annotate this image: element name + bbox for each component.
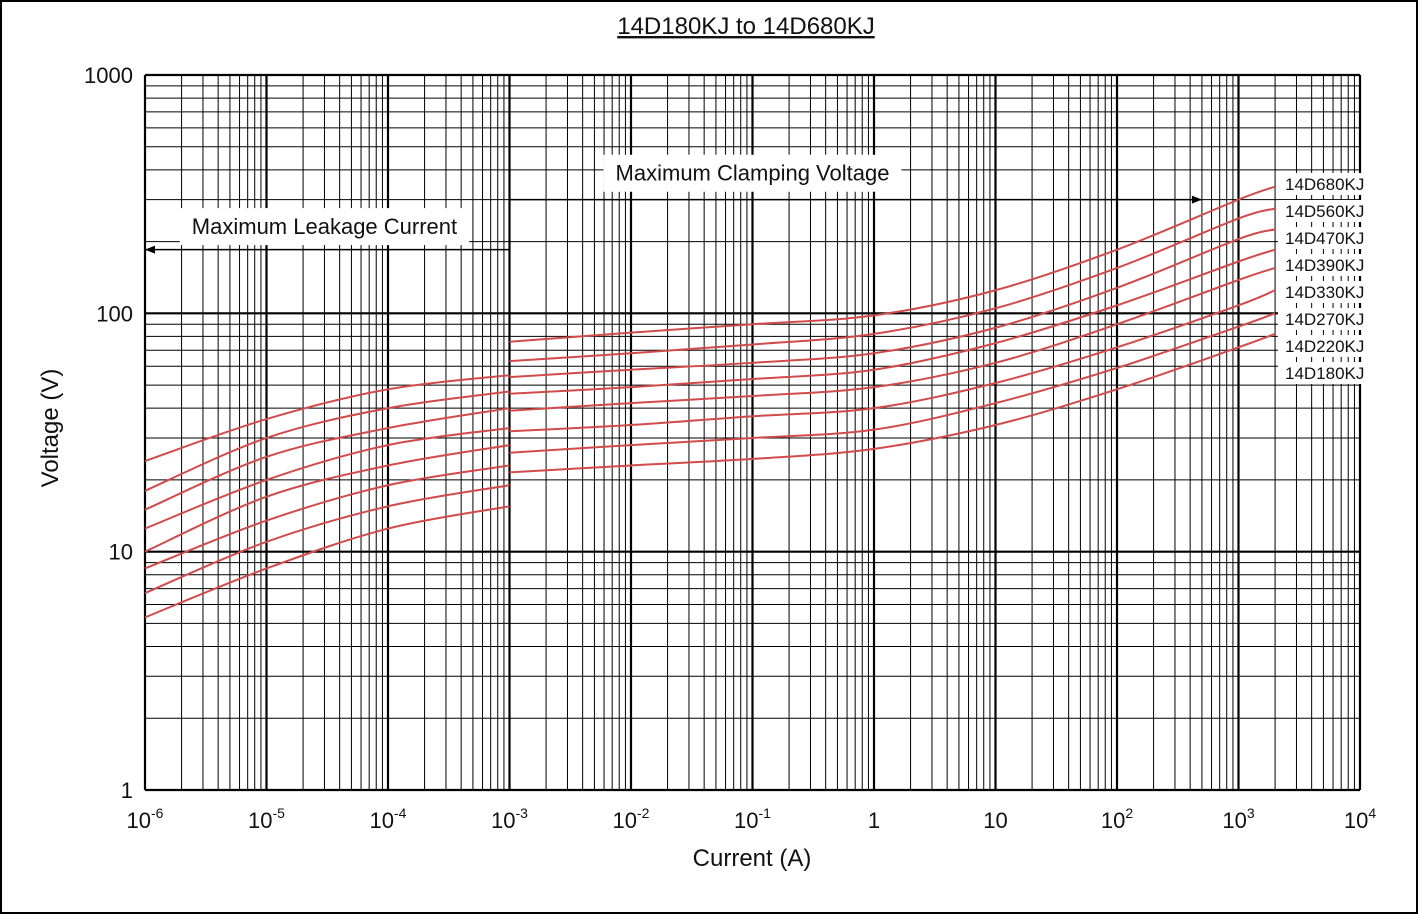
x-tick-label: 104 bbox=[1344, 805, 1376, 833]
y-tick-label: 100 bbox=[96, 301, 133, 326]
annotation-arrow-head bbox=[145, 245, 155, 254]
series-line-14d270kj-clamping bbox=[509, 289, 1276, 433]
series-label-background bbox=[1278, 335, 1384, 357]
x-tick-label: 10-2 bbox=[613, 805, 650, 833]
grid bbox=[143, 73, 1362, 792]
series-label-14d330kj: 14D330KJ bbox=[1285, 283, 1364, 302]
annotation-text: Maximum Clamping Voltage bbox=[616, 161, 890, 186]
series-label-14d680kj: 14D680KJ bbox=[1285, 175, 1364, 194]
series-line-14d680kj-clamping bbox=[509, 185, 1276, 343]
series-line-14d330kj-leakage bbox=[144, 444, 510, 553]
series-label-background bbox=[1278, 362, 1384, 384]
series-label-background bbox=[1278, 281, 1384, 303]
series-line-14d220kj-leakage bbox=[144, 484, 510, 595]
series-line-14d270kj-leakage bbox=[144, 464, 510, 570]
y-tick-label: 1000 bbox=[84, 63, 133, 88]
series-line-14d180kj-leakage bbox=[144, 505, 510, 619]
y-axis-label: Voltage (V) bbox=[37, 369, 64, 488]
series-label-14d470kj: 14D470KJ bbox=[1285, 229, 1364, 248]
x-tick-label: 10-3 bbox=[491, 805, 528, 833]
annotation-text: Maximum Leakage Current bbox=[192, 214, 457, 239]
series-line-14d560kj-clamping bbox=[509, 207, 1276, 363]
series-label-14d180kj: 14D180KJ bbox=[1285, 364, 1364, 383]
series-label-background bbox=[1278, 254, 1384, 276]
chart-title: 14D180KJ to 14D680KJ bbox=[617, 13, 875, 40]
series-line-14d680kj-leakage bbox=[144, 374, 510, 462]
annotations: Maximum Clamping Voltage Maximum Leakage … bbox=[145, 154, 1202, 254]
series-label-background bbox=[1278, 200, 1384, 222]
series-label-14d390kj: 14D390KJ bbox=[1285, 256, 1364, 275]
x-tick-label: 10-1 bbox=[734, 805, 771, 833]
x-tick-labels: 10-6 10-5 10-4 10-3 10-2 10-1 1 10 102 103 104 bbox=[127, 805, 1377, 833]
x-tick-label: 1 bbox=[868, 808, 880, 833]
y-tick-label: 1 bbox=[121, 778, 133, 803]
x-tick-label: 10-4 bbox=[370, 805, 407, 833]
series-line-14d470kj-leakage bbox=[144, 407, 510, 511]
annotation-arrow-head bbox=[1191, 195, 1202, 204]
series-line-14d470kj-clamping bbox=[509, 228, 1276, 379]
y-tick-label: 10 bbox=[109, 540, 133, 565]
series-line-14d390kj-leakage bbox=[144, 427, 510, 530]
x-tick-label: 10-5 bbox=[248, 805, 285, 833]
series-label-14d560kj: 14D560KJ bbox=[1285, 202, 1364, 221]
series-label-14d220kj: 14D220KJ bbox=[1285, 337, 1364, 356]
series-lines bbox=[144, 185, 1276, 619]
series-line-14d330kj-clamping bbox=[509, 267, 1276, 412]
y-tick-labels: 1 10 100 1000 bbox=[84, 63, 133, 803]
series-line-14d390kj-clamping bbox=[509, 248, 1276, 395]
x-tick-label: 10 bbox=[983, 808, 1007, 833]
series-labels: 14D680KJ 14D560KJ 14D470KJ 14D390KJ 14D330KJ… bbox=[1278, 173, 1384, 384]
annotation-background bbox=[603, 154, 902, 192]
x-tick-label: 10-6 bbox=[127, 805, 164, 833]
x-tick-label: 102 bbox=[1101, 805, 1133, 833]
annotation-background bbox=[179, 208, 470, 246]
series-label-background bbox=[1278, 308, 1384, 330]
series-label-14d270kj: 14D270KJ bbox=[1285, 310, 1364, 329]
series-label-background bbox=[1278, 173, 1384, 195]
x-tick-label: 103 bbox=[1222, 805, 1254, 833]
x-axis-label: Current (A) bbox=[693, 845, 812, 872]
series-line-14d560kj-leakage bbox=[144, 390, 510, 492]
series-label-background bbox=[1278, 227, 1384, 249]
series-line-14d220kj-clamping bbox=[509, 312, 1276, 454]
series-line-14d180kj-clamping bbox=[509, 332, 1276, 474]
